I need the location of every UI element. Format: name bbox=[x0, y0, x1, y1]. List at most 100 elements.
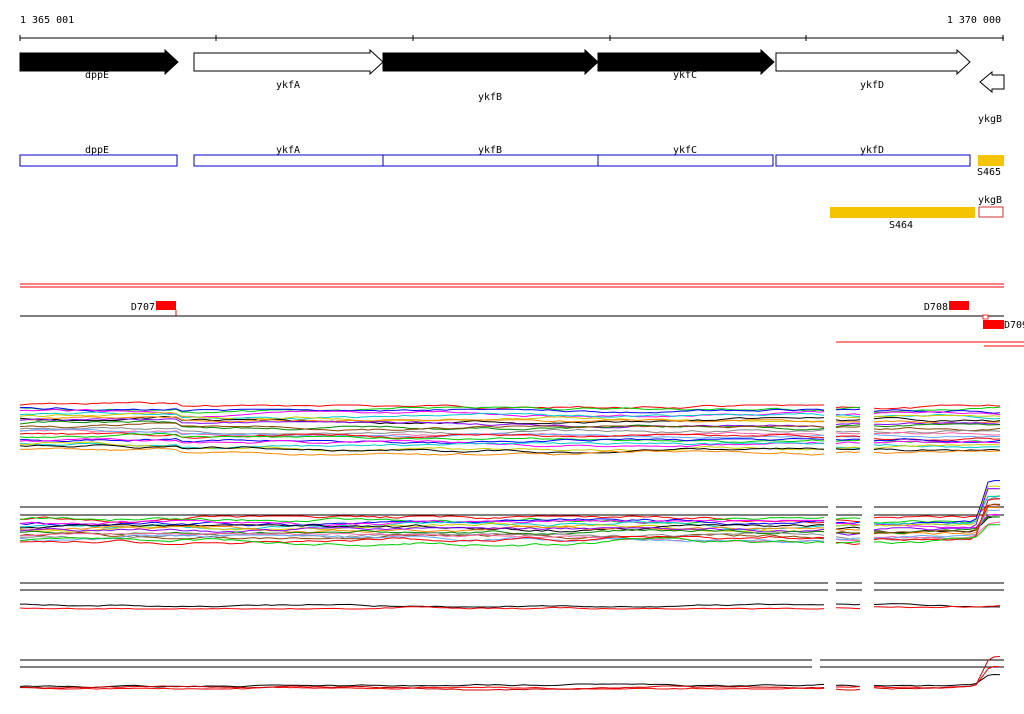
gene-arrow-track: dppE ykfA ykfB ykfC ykfD ykgB bbox=[19, 48, 1005, 125]
series-line bbox=[873, 480, 1000, 526]
series-line bbox=[835, 686, 861, 688]
series-line bbox=[19, 447, 825, 456]
box-label-ykfD: ykfD bbox=[860, 145, 884, 156]
gene-arrow-ykfA[interactable] bbox=[193, 48, 384, 76]
marker-track: D707 D708 D709 bbox=[20, 283, 1024, 347]
series-line bbox=[835, 424, 861, 427]
expression-track-pair bbox=[19, 582, 1004, 610]
series-line bbox=[835, 517, 861, 520]
series-line bbox=[874, 673, 1001, 687]
series-line bbox=[873, 488, 1001, 531]
series-line bbox=[873, 437, 1001, 441]
feature-label-S465: S465 bbox=[977, 167, 1001, 178]
gene-arrow-dppE[interactable] bbox=[19, 48, 179, 76]
series-line bbox=[873, 503, 1001, 535]
marker-D708[interactable] bbox=[949, 301, 969, 310]
series-line bbox=[873, 440, 1001, 444]
marker-label-D707: D707 bbox=[131, 302, 155, 313]
marker-label-D709: D709 bbox=[1004, 320, 1024, 331]
series-line bbox=[19, 408, 825, 418]
marker-label-D708: D708 bbox=[924, 302, 948, 313]
series-line bbox=[19, 686, 825, 690]
series-line bbox=[873, 417, 1001, 423]
series-line bbox=[873, 485, 1001, 527]
ruler-ticks bbox=[19, 35, 1004, 41]
gene-arrow-ykgB[interactable] bbox=[979, 70, 1005, 94]
box-label-ykfA: ykfA bbox=[276, 145, 300, 156]
series-line bbox=[835, 526, 861, 530]
series-line bbox=[20, 603, 825, 608]
annotation-box-ykgB[interactable] bbox=[978, 206, 1004, 218]
series-line bbox=[835, 540, 861, 544]
series-line bbox=[835, 522, 861, 526]
annotation-box-ykfD[interactable] bbox=[775, 154, 971, 167]
gene-arrow-ykfD[interactable] bbox=[775, 48, 971, 76]
series-line bbox=[19, 535, 825, 545]
coordinate-ruler: 1 365 001 1 370 000 bbox=[19, 15, 1004, 41]
box-label-dppE: dppE bbox=[85, 145, 109, 156]
series-line bbox=[873, 450, 1001, 455]
annotation-box-ykfA[interactable] bbox=[193, 154, 384, 167]
annotation-box-dppE[interactable] bbox=[19, 154, 178, 167]
gene-label-ykfD: ykfD bbox=[860, 80, 884, 91]
feature-S465[interactable] bbox=[978, 155, 1004, 166]
series-line bbox=[874, 431, 1001, 436]
series-line bbox=[874, 422, 1001, 426]
series-line bbox=[19, 406, 825, 414]
series-line bbox=[19, 415, 825, 425]
series-line bbox=[835, 538, 861, 543]
series-line bbox=[873, 498, 1001, 542]
expression-track-multiseries bbox=[19, 401, 1001, 456]
series-line bbox=[873, 524, 1000, 545]
series-line bbox=[19, 422, 825, 432]
series-line bbox=[835, 688, 861, 691]
series-line bbox=[19, 518, 825, 527]
gene-label-dppE: dppE bbox=[85, 70, 109, 81]
series-line bbox=[835, 438, 861, 441]
series-line bbox=[835, 432, 861, 435]
series-line bbox=[835, 532, 861, 536]
series-line bbox=[19, 426, 825, 435]
series-line bbox=[835, 419, 861, 422]
series-line bbox=[873, 411, 1001, 416]
series-line bbox=[874, 413, 1001, 420]
expression-track-multiseries-2 bbox=[19, 480, 1004, 547]
gene-label-ykfA: ykfA bbox=[276, 80, 300, 91]
series-line bbox=[835, 426, 861, 429]
series-line bbox=[835, 415, 861, 419]
ruler-end-label: 1 370 000 bbox=[947, 15, 1001, 26]
series-line bbox=[873, 444, 1001, 449]
series-line bbox=[873, 433, 1000, 439]
gene-label-ykgB: ykgB bbox=[978, 114, 1002, 125]
feature-S464[interactable] bbox=[830, 207, 975, 218]
series-line bbox=[835, 684, 861, 687]
marker-D707[interactable] bbox=[156, 301, 176, 310]
series-line bbox=[19, 442, 825, 450]
annotation-box-ykfC[interactable] bbox=[597, 154, 774, 167]
series-line bbox=[835, 528, 861, 531]
series-line bbox=[835, 441, 861, 445]
series-line bbox=[19, 525, 825, 534]
series-line bbox=[19, 401, 824, 410]
series-line bbox=[835, 439, 861, 442]
gene-arrow-ykfB[interactable] bbox=[382, 48, 599, 76]
series-line bbox=[19, 411, 825, 420]
series-line bbox=[19, 537, 825, 547]
series-line bbox=[835, 603, 861, 606]
gene-arrow-ykfC[interactable] bbox=[597, 48, 775, 76]
series-line bbox=[835, 519, 861, 523]
annotation-box-ykfB[interactable] bbox=[382, 154, 599, 167]
series-line bbox=[835, 536, 861, 541]
series-line bbox=[873, 423, 1000, 428]
series-line bbox=[835, 408, 861, 411]
series-line bbox=[835, 451, 861, 454]
series-line bbox=[19, 527, 825, 533]
series-line bbox=[835, 537, 861, 540]
series-line bbox=[873, 404, 1001, 410]
series-line bbox=[19, 438, 825, 448]
series-line bbox=[835, 430, 861, 433]
expression-track-pair-2 bbox=[19, 656, 1004, 691]
marker-D709[interactable] bbox=[983, 320, 1004, 329]
series-line bbox=[19, 406, 825, 414]
